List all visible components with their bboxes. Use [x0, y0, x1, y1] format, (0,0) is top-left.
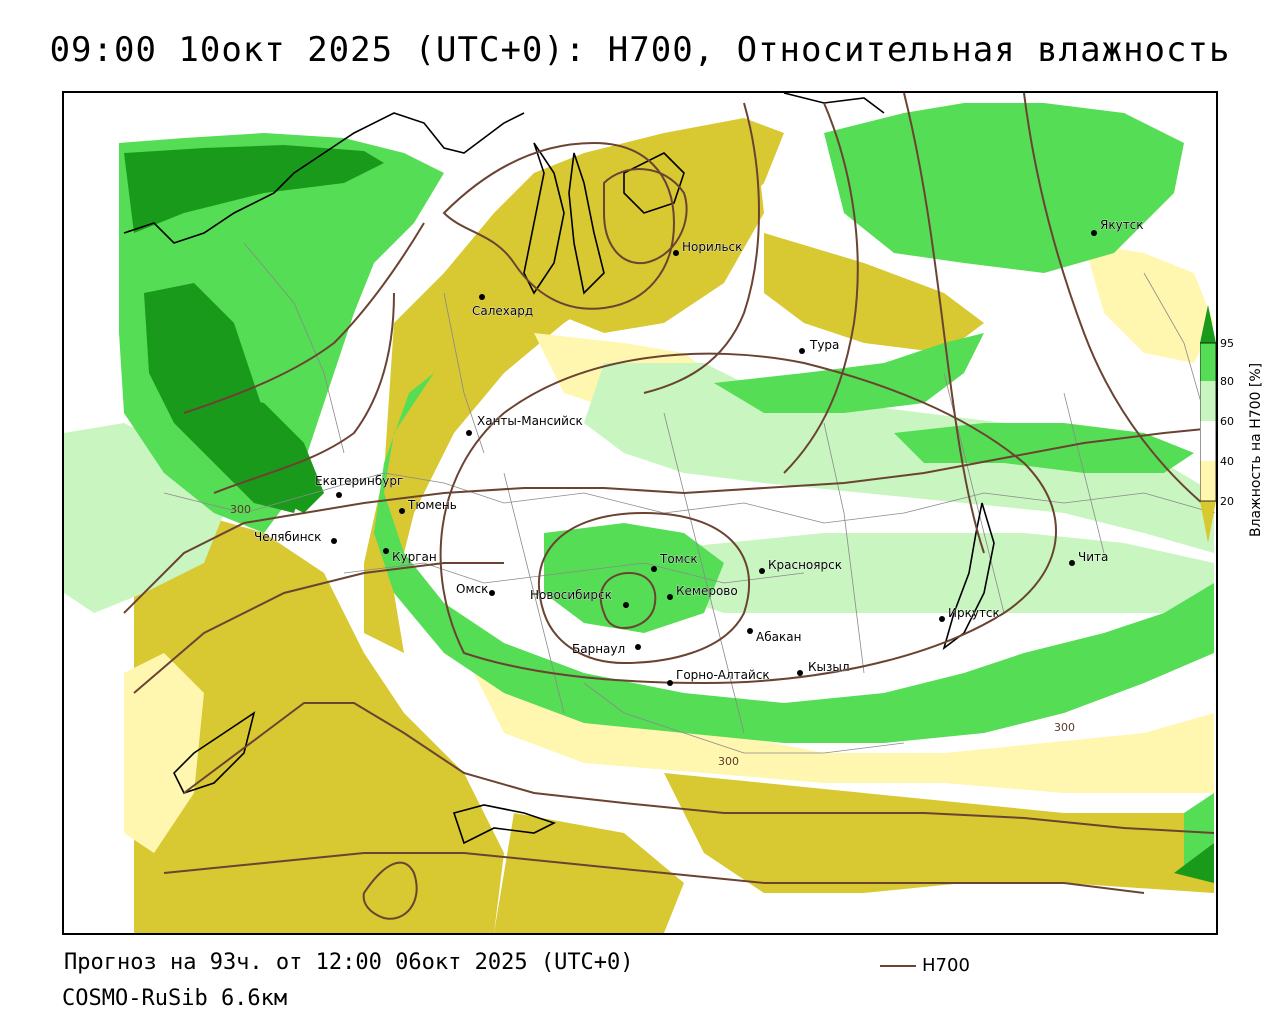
city-marker [797, 670, 803, 676]
city-marker [466, 430, 472, 436]
colorbar-bottom-triangle [1200, 501, 1216, 543]
city-marker [667, 594, 673, 600]
city-marker [1069, 560, 1075, 566]
city-label: Абакан [756, 630, 801, 644]
city-marker [623, 602, 629, 608]
coastlines [123, 93, 995, 845]
city-marker [667, 680, 673, 686]
city-label: Томск [659, 552, 698, 566]
city-marker [673, 250, 679, 256]
isoline-legend: H700 [880, 955, 970, 976]
city-label: Норильск [682, 240, 742, 254]
city-label: Кемерово [676, 584, 738, 598]
city-label: Якутск [1100, 218, 1144, 232]
city-label: Кызыл [808, 660, 850, 674]
isoline-label: 300 [718, 755, 739, 768]
colorbar-top-triangle [1200, 305, 1216, 343]
colorbar-band [1200, 381, 1216, 421]
city-label: Челябинск [254, 530, 321, 544]
humidity-map[interactable]: 300 300 300 Якутск Норильск Салехард Тура Ха… [62, 91, 1218, 935]
city-marker [479, 294, 485, 300]
city-label: Тюмень [407, 498, 457, 512]
map-canvas: 300 300 300 Якутск Норильск Салехард Тура Ха… [64, 93, 1216, 933]
city-marker [489, 590, 495, 596]
isoline-label: 300 [230, 503, 251, 516]
city-label: Курган [392, 550, 437, 564]
colorbar-tick: 95 [1220, 337, 1234, 350]
map-title: 09:00 10окт 2025 (UTC+0): H700, Относите… [49, 30, 1231, 70]
city-label: Барнаул [572, 642, 625, 656]
isoline-labels: 300 300 300 [230, 503, 1075, 768]
model-name: COSMO-RuSib 6.6км [62, 986, 288, 1011]
city-marker [1091, 230, 1097, 236]
city-label: Горно-Алтайск [676, 668, 770, 682]
city-label: Омск [456, 582, 488, 596]
city-label: Чита [1078, 550, 1108, 564]
city-label: Новосибирск [530, 588, 612, 602]
colorbar-tick: 40 [1220, 455, 1234, 468]
legend-line-swatch [880, 964, 916, 967]
colorbar-title: Влажность на H700 [%] [1248, 363, 1264, 537]
city-label: Красноярск [768, 558, 842, 572]
city-label: Салехард [472, 304, 533, 318]
colorbar-tick: 20 [1220, 495, 1234, 508]
city-marker [331, 538, 337, 544]
humidity-colorbar: 95 80 60 40 20 Влажность на H700 [%] [1199, 305, 1280, 545]
colorbar-band [1200, 343, 1216, 381]
city-label: Екатеринбург [315, 474, 403, 488]
colorbar-band [1200, 461, 1216, 501]
colorbar-tick: 60 [1220, 415, 1234, 428]
dry-humidity-areas [134, 118, 1214, 933]
city-label: Ханты-Мансийск [477, 414, 583, 428]
colorbar-band [1200, 421, 1216, 461]
city-marker [759, 568, 765, 574]
city-label: Тура [809, 338, 839, 352]
moist-areas [64, 363, 1214, 613]
forecast-info: Прогноз на 93ч. от 12:00 06окт 2025 (UTC… [64, 950, 634, 975]
isoline-label: 300 [1054, 721, 1075, 734]
legend-line-label: H700 [922, 955, 970, 976]
city-marker [747, 628, 753, 634]
city-marker [383, 548, 389, 554]
colorbar-tick: 80 [1220, 375, 1234, 388]
city-marker [635, 644, 641, 650]
city-marker [336, 492, 342, 498]
city-marker [939, 616, 945, 622]
h700-isolines [123, 93, 1215, 920]
city-marker [399, 508, 405, 514]
city-label: Иркутск [948, 606, 1000, 620]
city-marker [799, 348, 805, 354]
city-marker [651, 566, 657, 572]
city-markers: Якутск Норильск Салехард Тура Ханты-Мансийск… [254, 218, 1144, 686]
